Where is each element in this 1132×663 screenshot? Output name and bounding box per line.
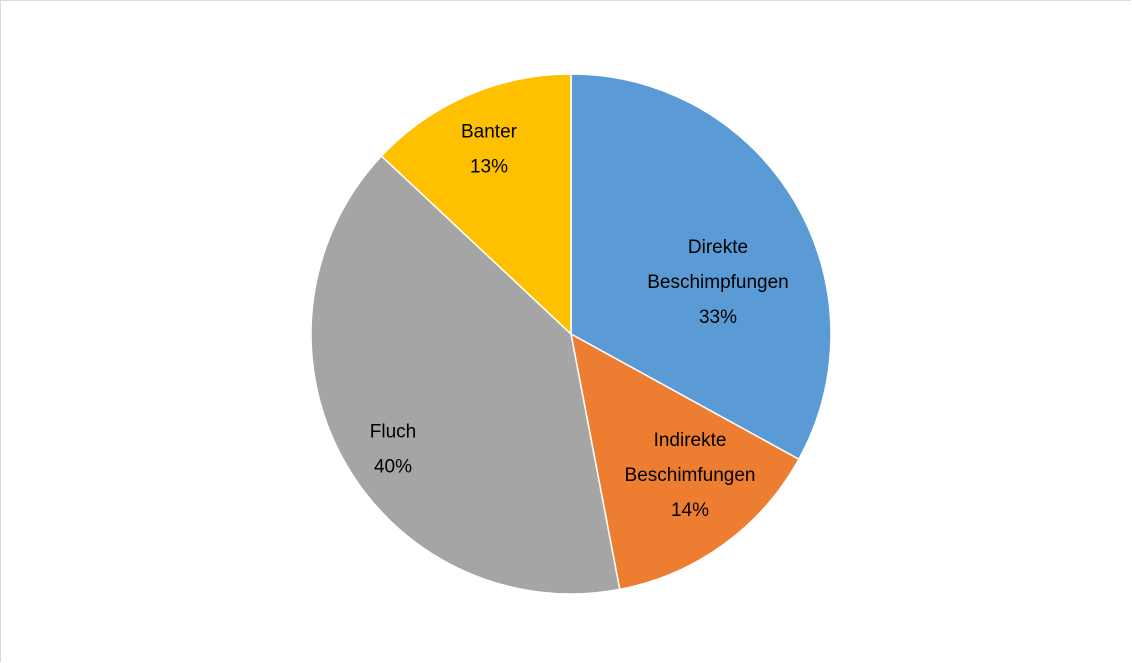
slice-label-1: Indirekte Beschimfungen 14% xyxy=(625,430,756,521)
pie-slice-3 xyxy=(380,73,572,336)
slice-category-label: Beschimfungen xyxy=(625,465,756,486)
slice-percent-label: 13% xyxy=(470,157,508,178)
slice-category-label: Banter xyxy=(461,122,518,143)
slice-label-0: Direkte Beschimpfungen 33% xyxy=(647,237,789,328)
pie-slice-2 xyxy=(310,154,621,595)
slice-percent-label: 14% xyxy=(671,500,709,521)
slice-category-label: Indirekte xyxy=(654,430,727,451)
slice-label-2: Fluch 40% xyxy=(370,422,416,478)
slice-category-label: Fluch xyxy=(370,422,416,443)
slice-percent-label: 33% xyxy=(699,307,737,328)
slice-percent-label: 40% xyxy=(374,457,412,478)
pie-slice-1 xyxy=(569,332,800,591)
slice-category-label: Direkte xyxy=(688,237,748,258)
slice-label-3: Banter 13% xyxy=(461,122,518,178)
slice-category-label: Beschimpfungen xyxy=(647,272,789,293)
pie-slice-0 xyxy=(570,73,832,461)
